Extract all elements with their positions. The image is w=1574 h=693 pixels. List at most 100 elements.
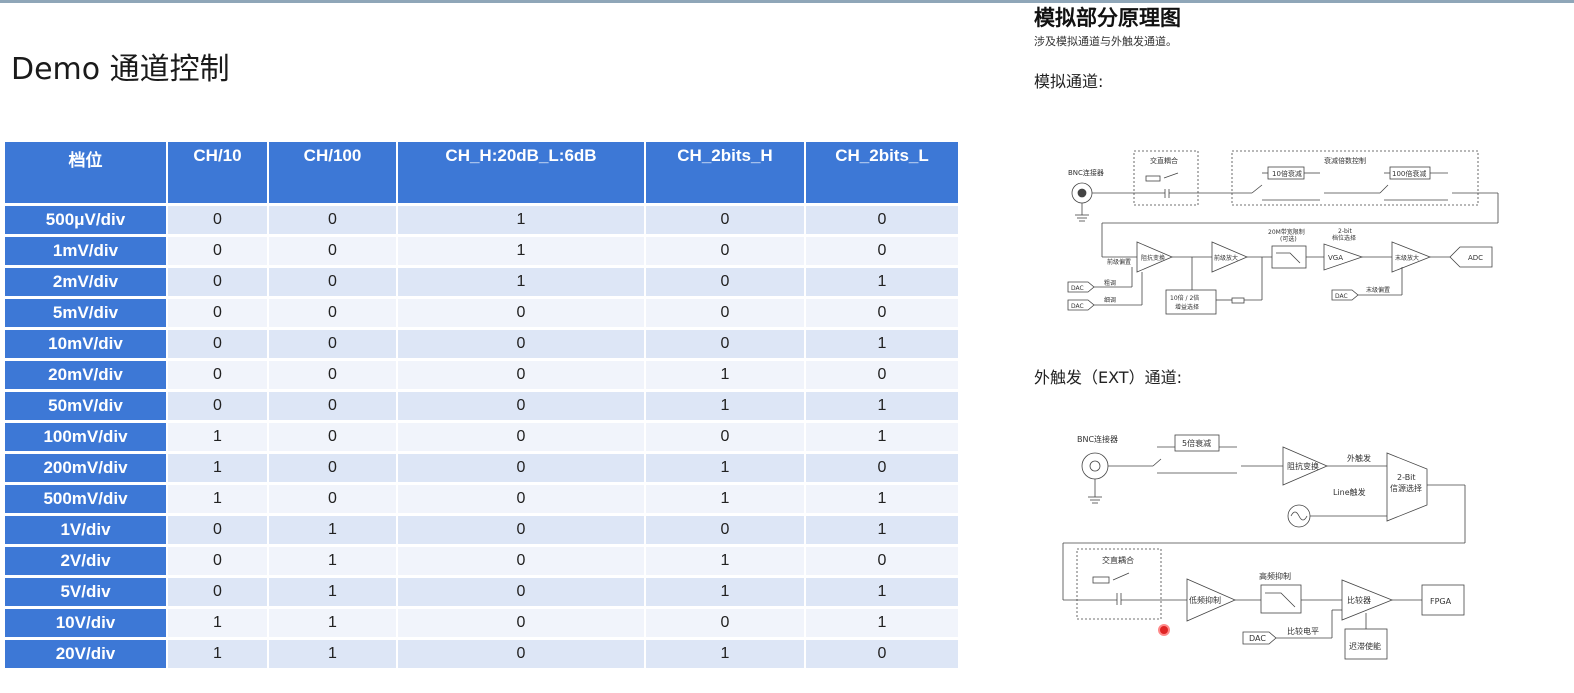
ext-channel-heading: 外触发（EXT）通道: <box>1034 368 1182 387</box>
range-cell: 20mV/div <box>5 361 166 389</box>
table-cell: 0 <box>806 454 958 482</box>
table-cell: 0 <box>398 485 644 513</box>
table-cell: 0 <box>806 299 958 327</box>
analog-bnc-label: BNC连接器 <box>1068 168 1104 177</box>
table-cell: 0 <box>806 361 958 389</box>
ext-dac-label: DAC <box>1249 634 1266 643</box>
pre-amp-label: 前级放大 <box>1214 254 1238 262</box>
table-cell: 1 <box>806 516 958 544</box>
table-cell: 1 <box>168 423 267 451</box>
table-row: 100mV/div 1 0 0 0 1 <box>5 423 958 451</box>
bandwidth-limit-block <box>1271 245 1307 269</box>
table-cell: 0 <box>168 330 267 358</box>
table-cell: 0 <box>646 516 804 544</box>
table-row: 1mV/div 0 0 1 0 0 <box>5 237 958 265</box>
analog-dac1-label: DAC <box>1071 285 1084 292</box>
table-row: 10mV/div 0 0 0 0 1 <box>5 330 958 358</box>
header-ch100: CH/100 <box>269 142 396 203</box>
table-row: 10V/div 1 1 0 0 1 <box>5 609 958 637</box>
table-header-row: 档位 CH/10 CH/100 CH_H:20dB_L:6dB CH_2bits… <box>5 142 958 203</box>
attenuation-control-box <box>1231 150 1479 206</box>
lf-reject-amp <box>1186 578 1236 622</box>
table-cell: 0 <box>646 268 804 296</box>
analog-dac-final-block <box>1331 289 1359 301</box>
table-cell: 0 <box>806 237 958 265</box>
hf-reject-block <box>1260 584 1302 614</box>
bw-optional-label: (可选) <box>1280 235 1297 243</box>
analog-dac-coarse-block <box>1067 281 1095 293</box>
table-cell: 0 <box>269 423 396 451</box>
range-cell: 500μV/div <box>5 206 166 234</box>
ext-bnc-connector-icon <box>1081 452 1109 480</box>
header-ch-gain: CH_H:20dB_L:6dB <box>398 142 644 203</box>
table-cell: 0 <box>168 547 267 575</box>
vga-label: VGA <box>1328 254 1343 262</box>
att5-label: 5倍衰减 <box>1182 438 1211 448</box>
table-cell: 0 <box>269 268 396 296</box>
table-cell: 0 <box>168 237 267 265</box>
table-cell: 0 <box>168 268 267 296</box>
table-cell: 0 <box>269 237 396 265</box>
line-trig-label: Line触发 <box>1333 487 1366 497</box>
table-row: 1V/div 0 1 0 0 1 <box>5 516 958 544</box>
range-cell: 5mV/div <box>5 299 166 327</box>
ext-bnc-label: BNC连接器 <box>1077 434 1118 444</box>
analog-dac2-label: DAC <box>1071 303 1084 310</box>
analog-ac-coupling-label: 交直耦合 <box>1150 156 1178 165</box>
final-amp-label: 末级放大 <box>1395 254 1419 262</box>
analog-dac3-label: DAC <box>1335 293 1348 300</box>
table-cell: 1 <box>646 361 804 389</box>
table-cell: 0 <box>168 578 267 606</box>
range-cell: 500mV/div <box>5 485 166 513</box>
table-cell: 0 <box>168 516 267 544</box>
pre-offset-label: 前级偏置 <box>1107 258 1131 266</box>
table-cell: 1 <box>806 485 958 513</box>
table-cell: 0 <box>269 485 396 513</box>
comparator <box>1341 579 1394 621</box>
table-row: 2V/div 0 1 0 1 0 <box>5 547 958 575</box>
ext-ac-coupling-box <box>1076 548 1162 620</box>
cursor-marker <box>1158 624 1170 636</box>
table-cell: 1 <box>806 330 958 358</box>
table-row: 500mV/div 1 0 0 1 1 <box>5 485 958 513</box>
table-cell: 0 <box>806 547 958 575</box>
table-cell: 1 <box>646 547 804 575</box>
adc-label: ADC <box>1468 254 1483 262</box>
table-cell: 0 <box>168 206 267 234</box>
table-cell: 0 <box>646 237 804 265</box>
range-cell: 1mV/div <box>5 237 166 265</box>
table-cell: 0 <box>398 578 644 606</box>
table-cell: 0 <box>806 206 958 234</box>
table-cell: 1 <box>269 578 396 606</box>
table-cell: 1 <box>398 268 644 296</box>
comparator-label: 比较器 <box>1347 595 1371 605</box>
header-2bits-l: CH_2bits_L <box>806 142 958 203</box>
schematic-panel: 模拟部分原理图 涉及模拟通道与外触发通道。 模拟通道: 外触发（EXT）通道: … <box>1032 0 1572 693</box>
table-cell: 0 <box>398 361 644 389</box>
top-accent-bar <box>0 0 1574 3</box>
range-cell: 20V/div <box>5 640 166 668</box>
table-cell: 1 <box>168 640 267 668</box>
table-cell: 1 <box>646 454 804 482</box>
header-2bits-h: CH_2bits_H <box>646 142 804 203</box>
att100-label: 100倍衰减 <box>1392 169 1426 178</box>
fpga-label: FPGA <box>1430 597 1452 606</box>
adc-block <box>1449 246 1493 268</box>
table-cell: 0 <box>269 206 396 234</box>
table-row: 20mV/div 0 0 0 1 0 <box>5 361 958 389</box>
coarse-label: 粗调 <box>1104 279 1116 287</box>
table-cell: 0 <box>398 609 644 637</box>
panel-title: 模拟部分原理图 <box>1034 6 1181 30</box>
header-ch10: CH/10 <box>168 142 267 203</box>
table-cell: 0 <box>269 454 396 482</box>
table-cell: 0 <box>806 640 958 668</box>
fpga-block <box>1421 584 1465 616</box>
ext-trig-label: 外触发 <box>1347 453 1371 463</box>
table-cell: 0 <box>168 392 267 420</box>
table-cell: 0 <box>398 640 644 668</box>
table-cell: 0 <box>269 299 396 327</box>
table-cell: 1 <box>806 268 958 296</box>
table-cell: 1 <box>269 547 396 575</box>
atten-ctrl-label: 衰减倍数控制 <box>1324 156 1366 165</box>
table-cell: 0 <box>269 330 396 358</box>
